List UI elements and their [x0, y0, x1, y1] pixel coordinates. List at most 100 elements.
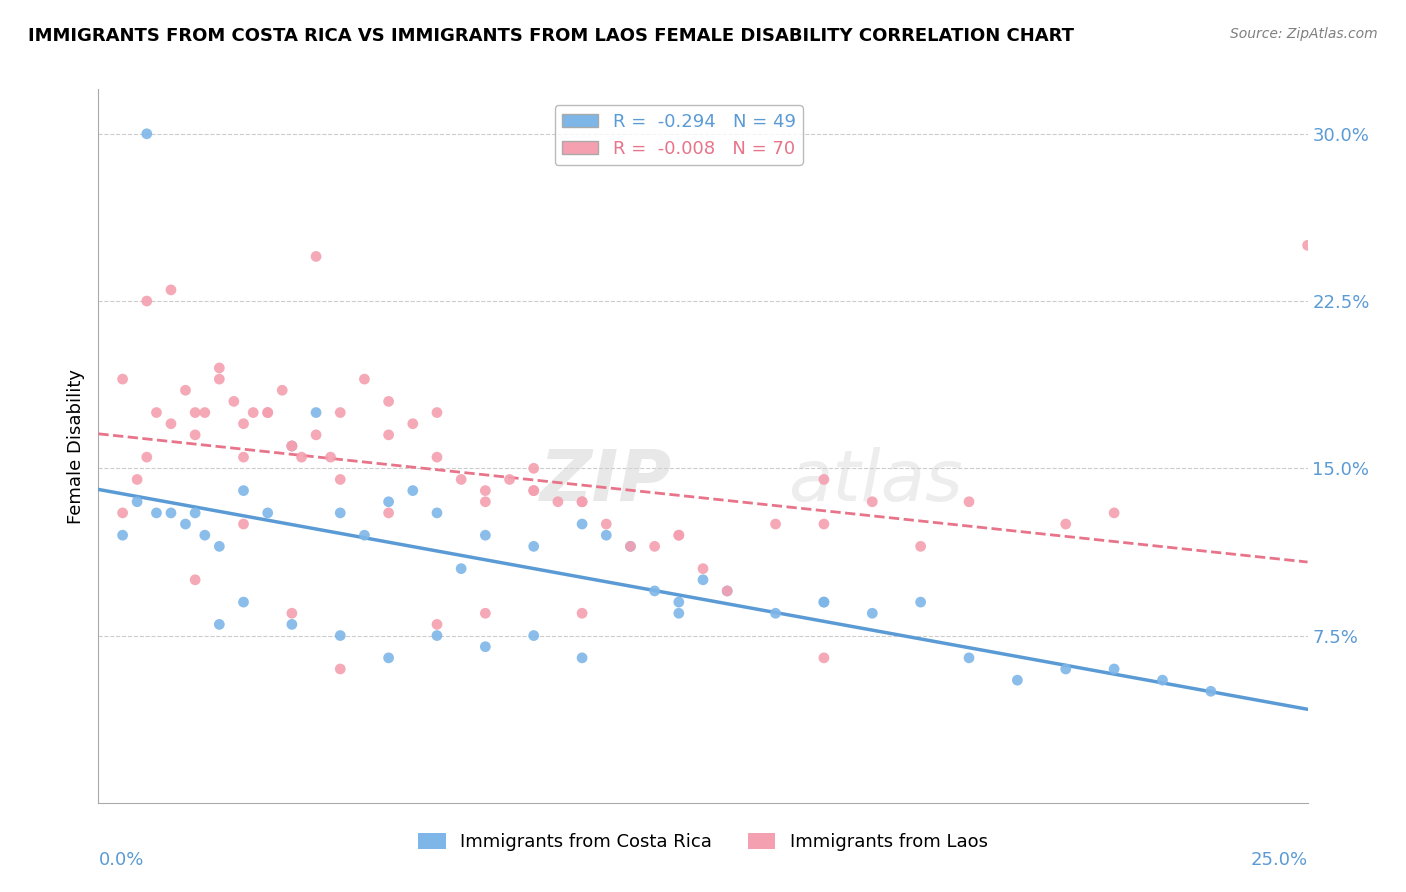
- Point: [692, 562, 714, 576]
- Point: [174, 516, 197, 531]
- Point: [595, 516, 617, 531]
- Point: [474, 528, 496, 542]
- Point: [194, 528, 217, 542]
- Point: [111, 506, 134, 520]
- Y-axis label: Female Disability: Female Disability: [66, 368, 84, 524]
- Point: [160, 417, 183, 431]
- Point: [256, 506, 278, 520]
- Point: [813, 595, 835, 609]
- Point: [426, 450, 449, 464]
- Point: [619, 539, 641, 553]
- Point: [523, 539, 546, 553]
- Point: [319, 450, 342, 464]
- Point: [145, 405, 167, 419]
- Point: [208, 360, 231, 375]
- Point: [329, 473, 352, 487]
- Text: ZIP: ZIP: [540, 447, 672, 516]
- Point: [208, 617, 231, 632]
- Point: [474, 494, 496, 508]
- Point: [329, 405, 352, 419]
- Point: [256, 405, 278, 419]
- Point: [281, 617, 304, 632]
- Point: [668, 528, 690, 542]
- Point: [290, 450, 312, 464]
- Point: [644, 539, 666, 553]
- Point: [498, 473, 520, 487]
- Point: [474, 483, 496, 498]
- Point: [184, 506, 207, 520]
- Point: [281, 607, 304, 621]
- Point: [135, 450, 157, 464]
- Point: [111, 372, 134, 386]
- Point: [242, 405, 264, 419]
- Point: [1102, 662, 1125, 676]
- Point: [716, 583, 738, 598]
- Point: [135, 127, 157, 141]
- Point: [377, 394, 399, 409]
- Point: [305, 405, 328, 419]
- Point: [619, 539, 641, 553]
- Point: [426, 628, 449, 642]
- Point: [232, 595, 254, 609]
- Point: [111, 528, 134, 542]
- Point: [377, 506, 399, 520]
- Point: [426, 617, 449, 632]
- Point: [232, 450, 254, 464]
- Point: [184, 573, 207, 587]
- Text: 0.0%: 0.0%: [98, 851, 143, 869]
- Point: [402, 483, 425, 498]
- Point: [160, 283, 183, 297]
- Point: [474, 640, 496, 654]
- Point: [222, 394, 245, 409]
- Point: [813, 651, 835, 665]
- Point: [860, 494, 883, 508]
- Point: [353, 372, 375, 386]
- Point: [174, 384, 197, 398]
- Point: [232, 417, 254, 431]
- Point: [208, 372, 231, 386]
- Point: [329, 628, 352, 642]
- Point: [377, 651, 399, 665]
- Point: [523, 483, 546, 498]
- Point: [1054, 516, 1077, 531]
- Point: [910, 595, 932, 609]
- Point: [692, 573, 714, 587]
- Point: [184, 427, 207, 442]
- Text: atlas: atlas: [787, 447, 962, 516]
- Point: [716, 583, 738, 598]
- Point: [256, 405, 278, 419]
- Point: [957, 651, 980, 665]
- Point: [271, 384, 294, 398]
- Point: [232, 516, 254, 531]
- Legend: Immigrants from Costa Rica, Immigrants from Laos: Immigrants from Costa Rica, Immigrants f…: [412, 825, 994, 858]
- Point: [281, 439, 304, 453]
- Point: [426, 506, 449, 520]
- Point: [1152, 673, 1174, 687]
- Point: [450, 562, 472, 576]
- Point: [135, 293, 157, 308]
- Point: [668, 607, 690, 621]
- Point: [232, 483, 254, 498]
- Point: [194, 405, 217, 419]
- Point: [160, 506, 183, 520]
- Point: [523, 461, 546, 475]
- Point: [571, 516, 593, 531]
- Point: [571, 607, 593, 621]
- Text: 25.0%: 25.0%: [1250, 851, 1308, 869]
- Point: [1199, 684, 1222, 698]
- Point: [377, 427, 399, 442]
- Point: [547, 494, 569, 508]
- Point: [668, 595, 690, 609]
- Point: [571, 651, 593, 665]
- Point: [1102, 506, 1125, 520]
- Point: [184, 405, 207, 419]
- Point: [208, 539, 231, 553]
- Text: IMMIGRANTS FROM COSTA RICA VS IMMIGRANTS FROM LAOS FEMALE DISABILITY CORRELATION: IMMIGRANTS FROM COSTA RICA VS IMMIGRANTS…: [28, 27, 1074, 45]
- Point: [571, 494, 593, 508]
- Point: [595, 528, 617, 542]
- Point: [523, 483, 546, 498]
- Point: [145, 506, 167, 520]
- Point: [523, 628, 546, 642]
- Point: [1007, 673, 1029, 687]
- Point: [474, 607, 496, 621]
